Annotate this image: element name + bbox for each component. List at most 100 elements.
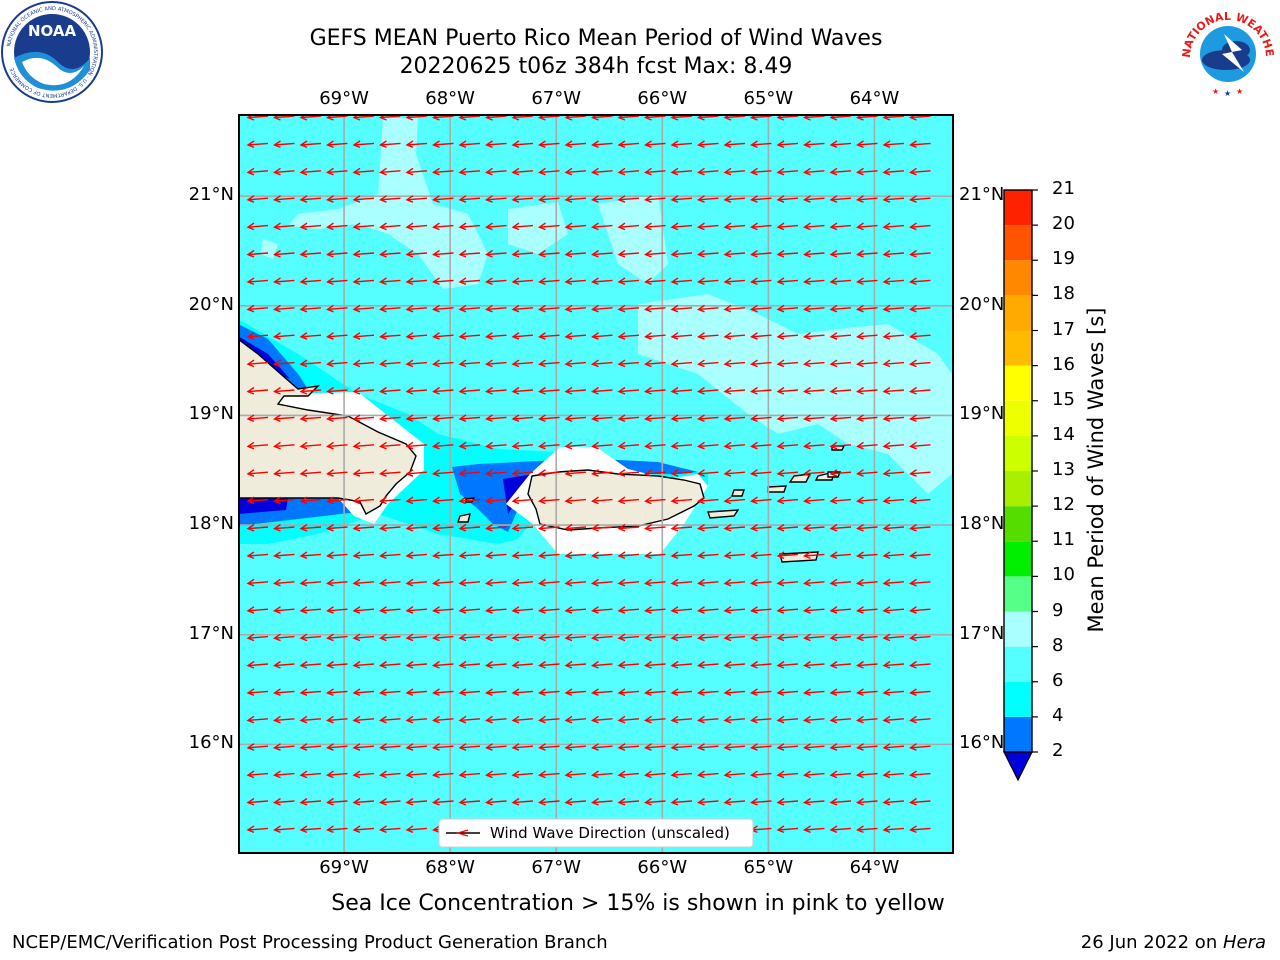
wave-direction-arrow	[379, 743, 401, 751]
wave-direction-arrow	[511, 496, 534, 505]
wave-direction-arrow	[776, 496, 799, 505]
wave-direction-arrow	[644, 770, 666, 779]
wave-direction-arrow	[564, 359, 587, 368]
wave-direction-arrow	[750, 523, 772, 532]
wave-direction-arrow	[909, 715, 931, 724]
wave-direction-arrow	[432, 359, 454, 368]
colorbar-band	[1004, 471, 1032, 507]
wave-direction-arrow	[617, 304, 640, 313]
wave-direction-arrow	[617, 606, 640, 614]
wave-direction-arrow	[591, 249, 613, 258]
wave-direction-arrow	[723, 249, 746, 258]
wave-direction-arrow	[379, 332, 401, 340]
wave-direction-arrow	[485, 304, 507, 313]
colorbar-band	[1004, 295, 1032, 331]
wave-direction-arrow	[644, 386, 666, 395]
wave-direction-arrow	[273, 140, 295, 149]
wave-direction-arrow	[829, 167, 852, 176]
wave-direction-arrow	[697, 633, 719, 642]
wave-direction-arrow	[564, 770, 587, 779]
wave-direction-arrow	[909, 469, 931, 477]
wave-direction-arrow	[485, 249, 507, 258]
wave-direction-arrow	[882, 332, 905, 340]
wave-direction-arrow	[485, 578, 507, 587]
wave-direction-arrow	[909, 660, 931, 669]
wave-direction-arrow	[803, 660, 825, 669]
wave-direction-arrow	[856, 167, 878, 176]
wave-direction-arrow	[591, 222, 613, 231]
wave-direction-arrow	[564, 222, 587, 231]
lat-label-left: 21°N	[188, 184, 234, 206]
wave-direction-arrow	[246, 496, 269, 505]
colorbar-under-extension	[1003, 751, 1033, 782]
wave-direction-arrow	[379, 469, 401, 477]
wave-direction-arrow	[829, 523, 852, 532]
colorbar-band	[1004, 716, 1032, 752]
colorbar-band	[1004, 435, 1032, 471]
wave-direction-arrow	[697, 743, 719, 751]
wave-direction-arrow	[538, 523, 560, 532]
wave-direction-arrow	[299, 551, 322, 560]
wave-direction-arrow	[299, 140, 322, 149]
wave-direction-arrow	[273, 660, 295, 669]
wave-direction-arrow	[246, 304, 269, 313]
wave-direction-arrow	[617, 551, 640, 560]
wave-direction-arrow	[909, 140, 931, 149]
wave-direction-arrow	[644, 277, 666, 286]
wave-direction-arrow	[246, 606, 269, 614]
wave-direction-arrow	[246, 825, 269, 834]
map-frame	[238, 114, 954, 854]
wave-direction-arrow	[485, 414, 507, 423]
wave-direction-arrow	[697, 304, 719, 313]
wave-direction-arrow	[750, 660, 772, 669]
wave-direction-arrow	[485, 797, 507, 806]
wave-direction-arrow	[273, 469, 295, 477]
wave-direction-arrow	[617, 414, 640, 423]
wave-direction-arrow	[617, 688, 640, 697]
wave-direction-arrow	[458, 332, 481, 340]
wave-direction-arrow	[405, 633, 428, 642]
wave-direction-arrow	[564, 496, 587, 505]
wave-direction-arrow	[750, 249, 772, 258]
wave-direction-arrow	[458, 195, 481, 203]
wave-direction-arrow	[379, 688, 401, 697]
wave-direction-arrow	[803, 386, 825, 395]
wave-direction-arrow	[405, 660, 428, 669]
wave-direction-arrow	[829, 825, 852, 834]
wave-direction-arrow	[538, 606, 560, 614]
wave-direction-arrow	[458, 359, 481, 368]
wave-direction-arrow	[538, 496, 560, 505]
colorbar-tick-label: 9	[1052, 599, 1064, 621]
wave-direction-arrow	[909, 414, 931, 423]
wave-direction-arrow	[750, 606, 772, 614]
wave-direction-arrow	[776, 578, 799, 587]
wave-direction-arrow	[591, 359, 613, 368]
wave-direction-arrow	[591, 688, 613, 697]
wave-direction-arrow	[379, 167, 401, 176]
wave-direction-arrow	[723, 551, 746, 560]
wave-direction-arrow	[803, 633, 825, 642]
wave-direction-arrow	[432, 743, 454, 751]
wave-direction-arrow	[856, 688, 878, 697]
wave-direction-arrow	[405, 332, 428, 340]
wave-direction-arrow	[458, 469, 481, 477]
wave-direction-arrow	[750, 332, 772, 340]
wave-direction-arrow	[882, 386, 905, 395]
wave-direction-arrow	[511, 660, 534, 669]
wave-direction-arrow	[511, 715, 534, 724]
wave-direction-arrow	[538, 277, 560, 286]
wave-direction-arrow	[273, 249, 295, 258]
wave-direction-arrow	[326, 633, 348, 642]
wave-direction-arrow	[405, 414, 428, 423]
wave-direction-arrow	[511, 551, 534, 560]
wave-direction-arrow	[326, 606, 348, 614]
wave-direction-arrow	[882, 222, 905, 231]
wave-direction-arrow	[723, 496, 746, 505]
wave-direction-arrow	[273, 386, 295, 395]
wave-direction-arrow	[670, 386, 693, 395]
wave-direction-arrow	[882, 633, 905, 642]
wave-direction-arrow	[511, 167, 534, 176]
wave-direction-arrow	[644, 797, 666, 806]
st-croix	[779, 551, 819, 563]
wave-direction-arrow	[909, 441, 931, 450]
